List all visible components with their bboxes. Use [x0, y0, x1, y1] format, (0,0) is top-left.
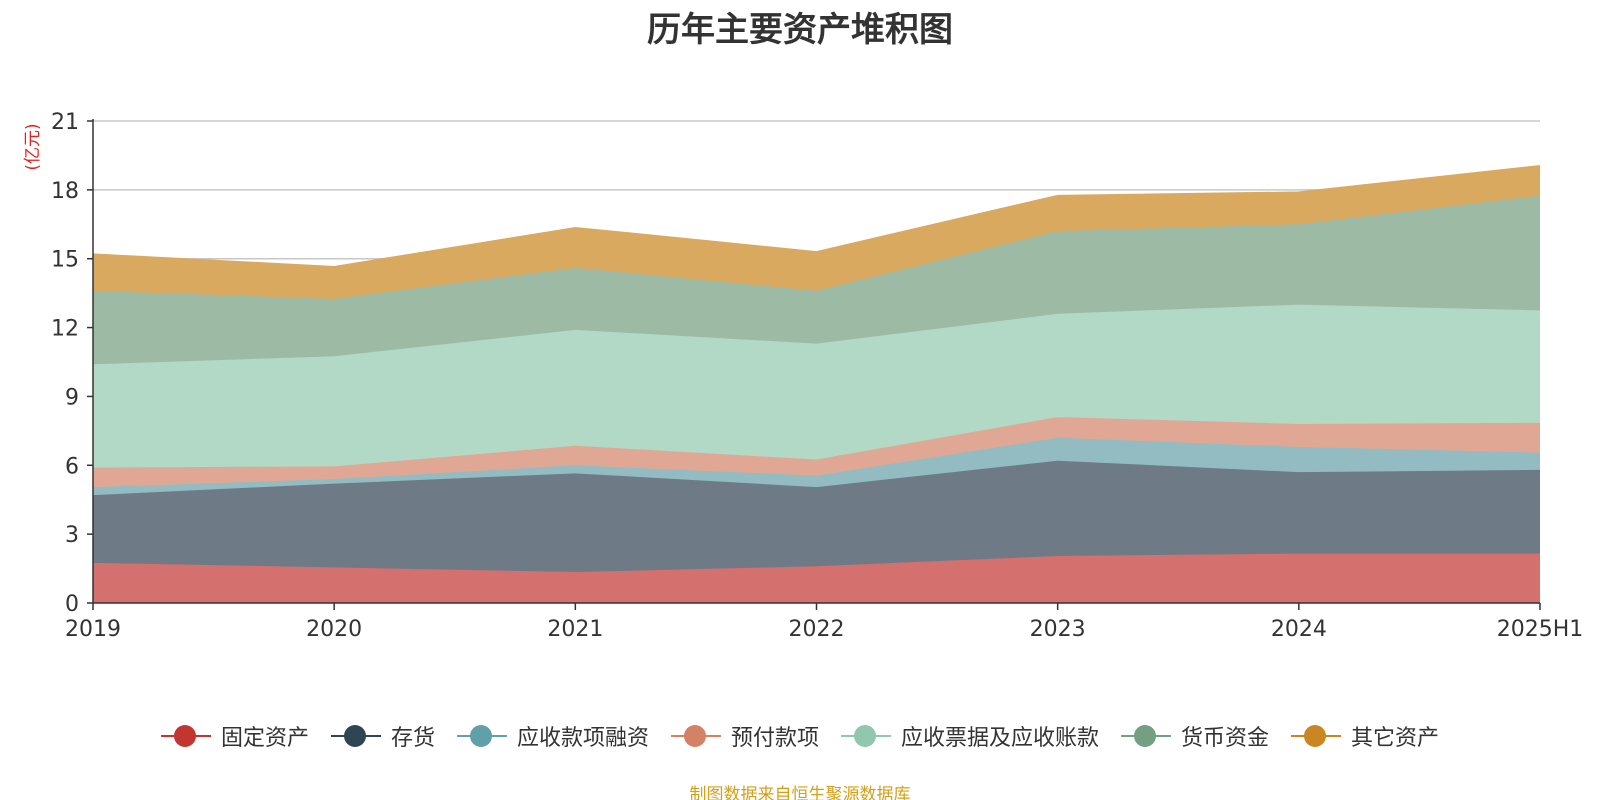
x-tick-label: 2019	[65, 617, 121, 642]
legend-label: 存货	[390, 726, 435, 751]
area-series-4	[93, 304, 1540, 468]
chart-title: 历年主要资产堆积图	[647, 10, 953, 50]
area-series-3	[93, 417, 1540, 488]
source-note: 制图数据来自恒生聚源数据库	[689, 785, 911, 800]
y-tick-label: 9	[65, 385, 79, 410]
legend-item-0[interactable]: 固定资产	[160, 720, 309, 752]
x-tick-label: 2023	[1030, 617, 1086, 642]
legend-marker-icon	[1291, 724, 1342, 748]
legend-item-3[interactable]: 预付款项	[670, 720, 819, 752]
legend-marker-icon	[456, 724, 507, 748]
area-series-5	[93, 195, 1540, 365]
y-tick-label: 21	[51, 110, 79, 135]
legend-label: 固定资产	[220, 726, 309, 751]
x-tick-label: 2024	[1271, 617, 1327, 642]
y-tick-label: 18	[51, 179, 79, 204]
y-tick-label: 3	[65, 523, 79, 548]
x-tick-label: 2025H1	[1497, 617, 1584, 642]
area-series-2	[93, 437, 1540, 496]
legend-marker-icon	[1121, 724, 1172, 748]
area-line-5	[92, 194, 1541, 300]
legend-marker-icon	[841, 724, 891, 748]
legend-marker-icon	[160, 724, 211, 748]
legend-marker-icon	[330, 724, 381, 748]
area-line-6	[92, 165, 1541, 268]
y-tick-label: 15	[51, 248, 79, 273]
legend-label: 应收票据及应收账款	[901, 726, 1100, 751]
x-tick-label: 2022	[789, 617, 845, 642]
legend-item-2[interactable]: 应收款项融资	[456, 720, 649, 752]
x-tick-label: 2020	[306, 617, 362, 642]
y-unit-label: (亿元)	[23, 123, 43, 170]
legend-item-6[interactable]: 其它资产	[1291, 720, 1439, 752]
legend-label: 货币资金	[1181, 726, 1270, 751]
legend: 固定资产 存货 应收款项融资 预付款项 应收票据及应收账款 货币资金 其它资产	[0, 720, 1600, 752]
legend-label: 应收款项融资	[516, 726, 649, 751]
area-series-1	[93, 460, 1540, 573]
y-tick-label: 12	[51, 317, 79, 342]
legend-item-4[interactable]: 应收票据及应收账款	[841, 720, 1099, 752]
y-tick-label: 6	[65, 454, 79, 479]
legend-item-1[interactable]: 存货	[330, 720, 435, 752]
x-tick-label: 2021	[547, 617, 603, 642]
y-tick-label: 0	[65, 592, 79, 617]
legend-marker-icon	[670, 724, 721, 748]
legend-item-5[interactable]: 货币资金	[1121, 720, 1269, 752]
area-series-0	[93, 553, 1540, 603]
legend-label: 其它资产	[1351, 726, 1440, 751]
area-series-6	[93, 165, 1540, 299]
legend-label: 预付款项	[730, 726, 819, 751]
